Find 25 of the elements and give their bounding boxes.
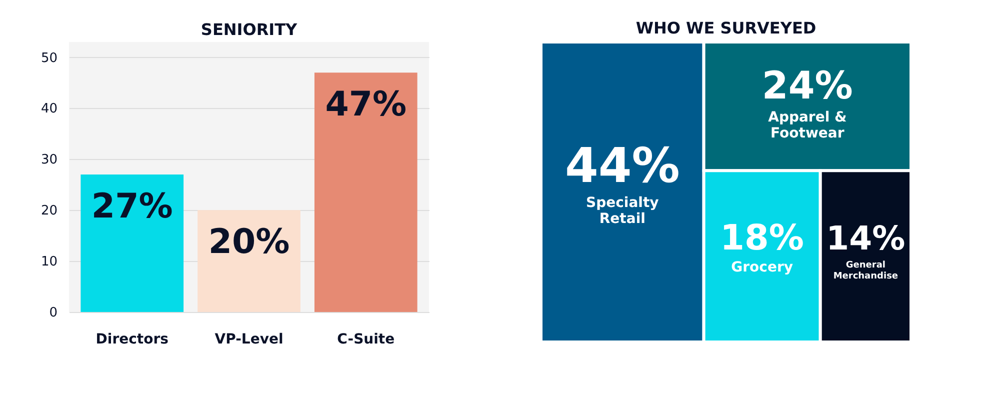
x-tick-label: VP-Level — [214, 332, 284, 348]
y-tick-label: 0 — [49, 306, 58, 320]
data-label: 47% — [325, 84, 407, 125]
x-tick-label: Directors — [96, 332, 168, 348]
bar — [198, 210, 300, 312]
data-label: 24% — [762, 63, 853, 108]
category-label: General Merchandise — [833, 260, 898, 282]
data-label: 27% — [91, 186, 173, 226]
y-tick-label: 30 — [40, 152, 58, 168]
y-tick-label: 10 — [40, 254, 58, 270]
bar — [80, 174, 184, 312]
data-label: 20% — [208, 222, 290, 262]
text: WHO WE SURVEYED — [636, 18, 816, 38]
category-label: Grocery — [731, 259, 793, 276]
data-label: 14% — [826, 218, 906, 258]
y-tick-label: 20 — [40, 204, 58, 219]
data-label: 18% — [720, 218, 804, 258]
data-label: 44% — [564, 138, 680, 194]
category-label: Apparel & Footwear — [768, 109, 847, 142]
category-label: Specialty Retail — [586, 195, 659, 227]
bar — [314, 72, 418, 312]
chart-title: SENIORITY — [200, 20, 298, 39]
y-tick-label: 40 — [40, 102, 58, 117]
y-tick-label: 50 — [40, 50, 58, 66]
x-tick-label: C-Suite — [337, 332, 395, 348]
